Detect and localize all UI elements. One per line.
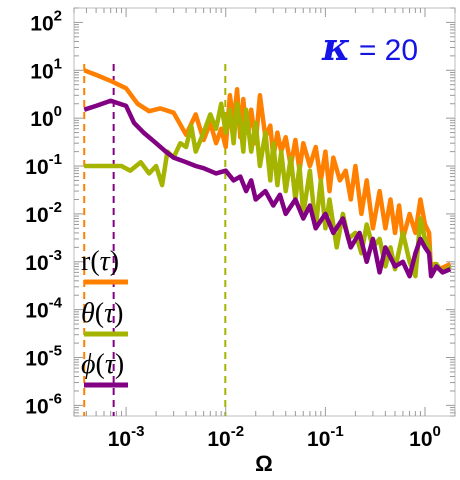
series-lines — [83, 68, 452, 279]
y-tick-label: 102 — [30, 7, 62, 35]
legend-label-0: r(τ) — [81, 246, 119, 277]
y-tick-label: 10-2 — [25, 199, 62, 227]
series-line-2 — [83, 98, 452, 279]
x-tick-label: 10-2 — [207, 423, 244, 451]
y-tick-label: 10-6 — [25, 390, 62, 418]
series-line-0 — [83, 68, 452, 275]
tick-labels: 102 101 100 10-1 10-2 10-3 10-4 10-5 10-6 10-3 10-… — [25, 7, 441, 451]
legend-entry-2: ϕ(τ) — [81, 349, 128, 388]
x-tick-label: 100 — [409, 423, 441, 451]
kappa-annotation: κ = 20 — [321, 24, 418, 69]
legend-label-2: ϕ(τ) — [81, 349, 124, 380]
y-tick-label: 10-3 — [25, 247, 62, 275]
y-tick-label: 100 — [30, 103, 62, 131]
legend-entry-0: r(τ) — [81, 246, 128, 285]
axis-ticks — [73, 7, 456, 417]
y-tick-label: 10-1 — [25, 151, 62, 179]
y-tick-label: 10-4 — [25, 295, 62, 323]
y-tick-label: 101 — [30, 55, 62, 83]
legend: r(τ) θ(τ) ϕ(τ) — [81, 246, 128, 388]
x-tick-label: 10-1 — [307, 423, 344, 451]
plot-frame — [73, 7, 456, 417]
x-tick-label: 10-3 — [108, 423, 145, 451]
kappa-value: = 20 — [350, 34, 418, 67]
x-axis-title: Ω — [255, 451, 273, 476]
legend-label-1: θ(τ) — [81, 298, 123, 329]
kappa-symbol: κ — [321, 24, 350, 69]
vertical-reference-lines — [83, 64, 227, 416]
y-tick-label: 10-5 — [25, 343, 62, 371]
legend-entry-1: θ(τ) — [81, 298, 128, 337]
